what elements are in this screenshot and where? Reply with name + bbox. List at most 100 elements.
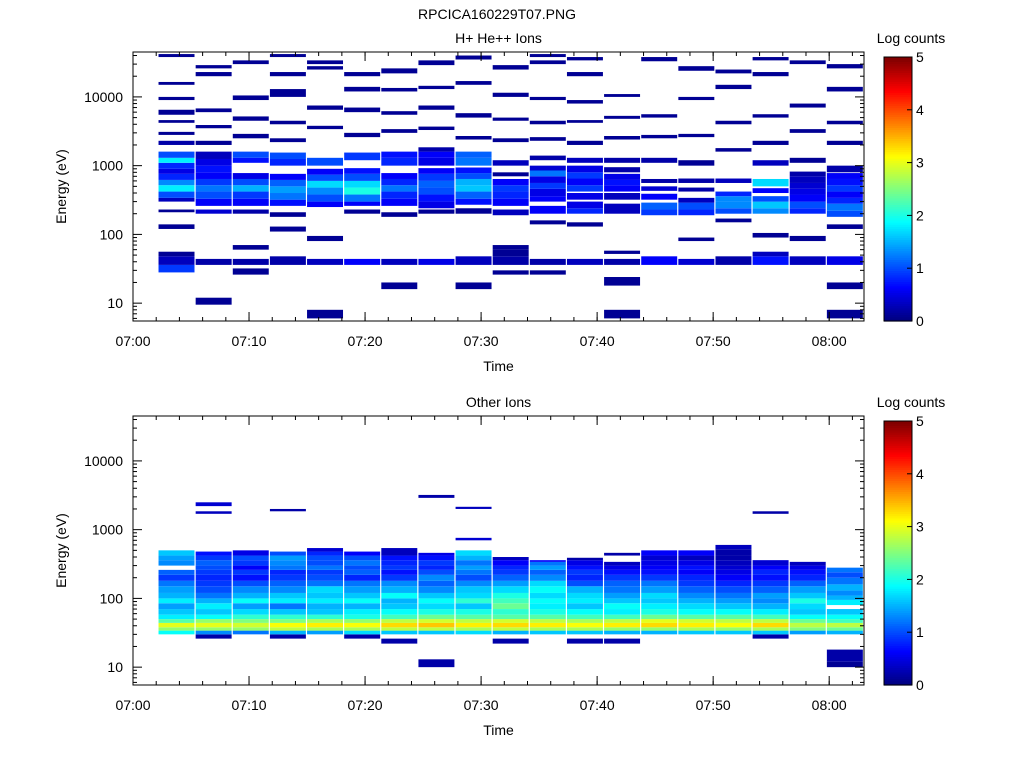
colorbar-step xyxy=(884,621,912,624)
heatmap-cell xyxy=(604,609,641,615)
heatmap-cell xyxy=(269,186,306,194)
heatmap-cell xyxy=(455,560,492,566)
heatmap-cell xyxy=(158,185,195,192)
heatmap-cell xyxy=(566,172,603,179)
colorbar-step xyxy=(884,542,912,545)
colorbar-step xyxy=(884,101,912,104)
colorbar-step xyxy=(884,182,912,186)
heatmap-cell xyxy=(678,598,715,604)
colorbar-step xyxy=(884,134,912,137)
colorbar-tick-label: 1 xyxy=(916,624,924,640)
colorbar-step xyxy=(884,178,912,181)
colorbar-step xyxy=(884,535,912,539)
heatmap-cell xyxy=(269,598,306,604)
x-axis: 07:00 07:10 07:20 07:30 07:40 07:50 08:00 xyxy=(115,52,853,349)
heatmap-cell xyxy=(381,619,418,623)
heatmap-cell xyxy=(678,550,715,556)
colorbar-tick-label: 4 xyxy=(916,102,924,118)
heatmap-cell xyxy=(381,627,418,631)
colorbar-step xyxy=(884,57,912,60)
heatmap-cell xyxy=(715,178,752,183)
heatmap-cell xyxy=(492,580,529,587)
colorbar-step xyxy=(884,588,912,591)
heatmap-cell xyxy=(195,614,232,620)
heatmap-cell xyxy=(269,508,306,512)
colorbar-step xyxy=(884,429,912,433)
heatmap-cell xyxy=(307,174,344,181)
heatmap-cell xyxy=(752,614,789,620)
heatmap-cell xyxy=(418,105,455,110)
heatmap-cell xyxy=(307,614,344,620)
heatmap-cell xyxy=(641,256,678,265)
heatmap-cell xyxy=(752,196,789,202)
heatmap-cell xyxy=(492,574,529,581)
heatmap-cell xyxy=(604,193,641,200)
colorbar-step xyxy=(884,627,912,631)
heatmap-cell xyxy=(492,245,529,250)
heatmap-cell xyxy=(344,603,381,610)
heatmap-cell xyxy=(529,627,566,631)
colorbar-step xyxy=(884,537,912,541)
heatmap-cell xyxy=(715,191,752,197)
colorbar-step xyxy=(884,217,912,221)
heatmap-cell xyxy=(752,622,789,628)
colorbar-step xyxy=(884,550,912,554)
heatmap-cell xyxy=(641,114,678,118)
heatmap-cell xyxy=(789,622,826,628)
heatmap-cell xyxy=(307,66,344,70)
heatmap-cell xyxy=(418,592,455,599)
colorbar-step xyxy=(884,561,912,565)
heatmap-cell xyxy=(715,586,752,593)
heatmap-cell xyxy=(381,111,418,115)
heatmap-cell xyxy=(641,134,678,139)
heatmap-cell xyxy=(529,580,566,587)
heatmap-cell xyxy=(269,603,306,610)
heatmap-cell xyxy=(566,100,603,104)
colorbar-step xyxy=(884,652,912,655)
colorbar-step xyxy=(884,658,912,662)
colorbar-step xyxy=(884,90,912,93)
colorbar-step xyxy=(884,250,912,254)
x-tick-label: 07:20 xyxy=(348,333,383,349)
heatmap-cell xyxy=(604,627,641,631)
heatmap-cell xyxy=(381,609,418,615)
heatmap-cell xyxy=(604,94,641,97)
heatmap-cell xyxy=(641,580,678,587)
colorbar-step xyxy=(884,261,912,265)
colorbar-step xyxy=(884,138,912,142)
heatmap-cell xyxy=(307,622,344,628)
heatmap-cell xyxy=(418,85,455,90)
heatmap-cell xyxy=(455,55,492,60)
y-axis: 10 100 1000 10000 xyxy=(84,55,864,319)
heatmap-cell xyxy=(492,638,529,644)
heatmap-cell xyxy=(158,256,195,265)
heatmap-cell xyxy=(529,155,566,161)
heatmap-cell xyxy=(826,203,863,211)
colorbar-step xyxy=(884,109,912,113)
heatmap-cell xyxy=(529,586,566,593)
heatmap-cell xyxy=(195,580,232,587)
heatmap-cell xyxy=(715,614,752,620)
heatmap-cell xyxy=(344,551,381,556)
heatmap-cell xyxy=(269,256,306,265)
colorbar-tick-label: 1 xyxy=(916,260,924,276)
heatmap-cell xyxy=(826,609,863,615)
heatmap-cell xyxy=(269,179,306,187)
heatmap-cell xyxy=(381,592,418,599)
heatmap-cell xyxy=(455,282,492,290)
heatmap-cell xyxy=(752,574,789,581)
heatmap-cell xyxy=(232,586,269,593)
heatmap-cell xyxy=(418,173,455,181)
colorbar-step xyxy=(884,85,912,89)
heatmap-cell xyxy=(715,603,752,610)
heatmap-cell xyxy=(418,569,455,575)
heatmap-cell xyxy=(232,630,269,635)
y-tick-label: 1000 xyxy=(92,158,123,174)
heatmap-cell xyxy=(195,627,232,631)
heatmap-cell xyxy=(678,569,715,575)
heatmap-cell xyxy=(752,569,789,575)
heatmap-cell xyxy=(344,152,381,161)
colorbar-step xyxy=(884,577,912,580)
heatmap-cell xyxy=(418,180,455,188)
colorbar-step xyxy=(884,239,912,243)
